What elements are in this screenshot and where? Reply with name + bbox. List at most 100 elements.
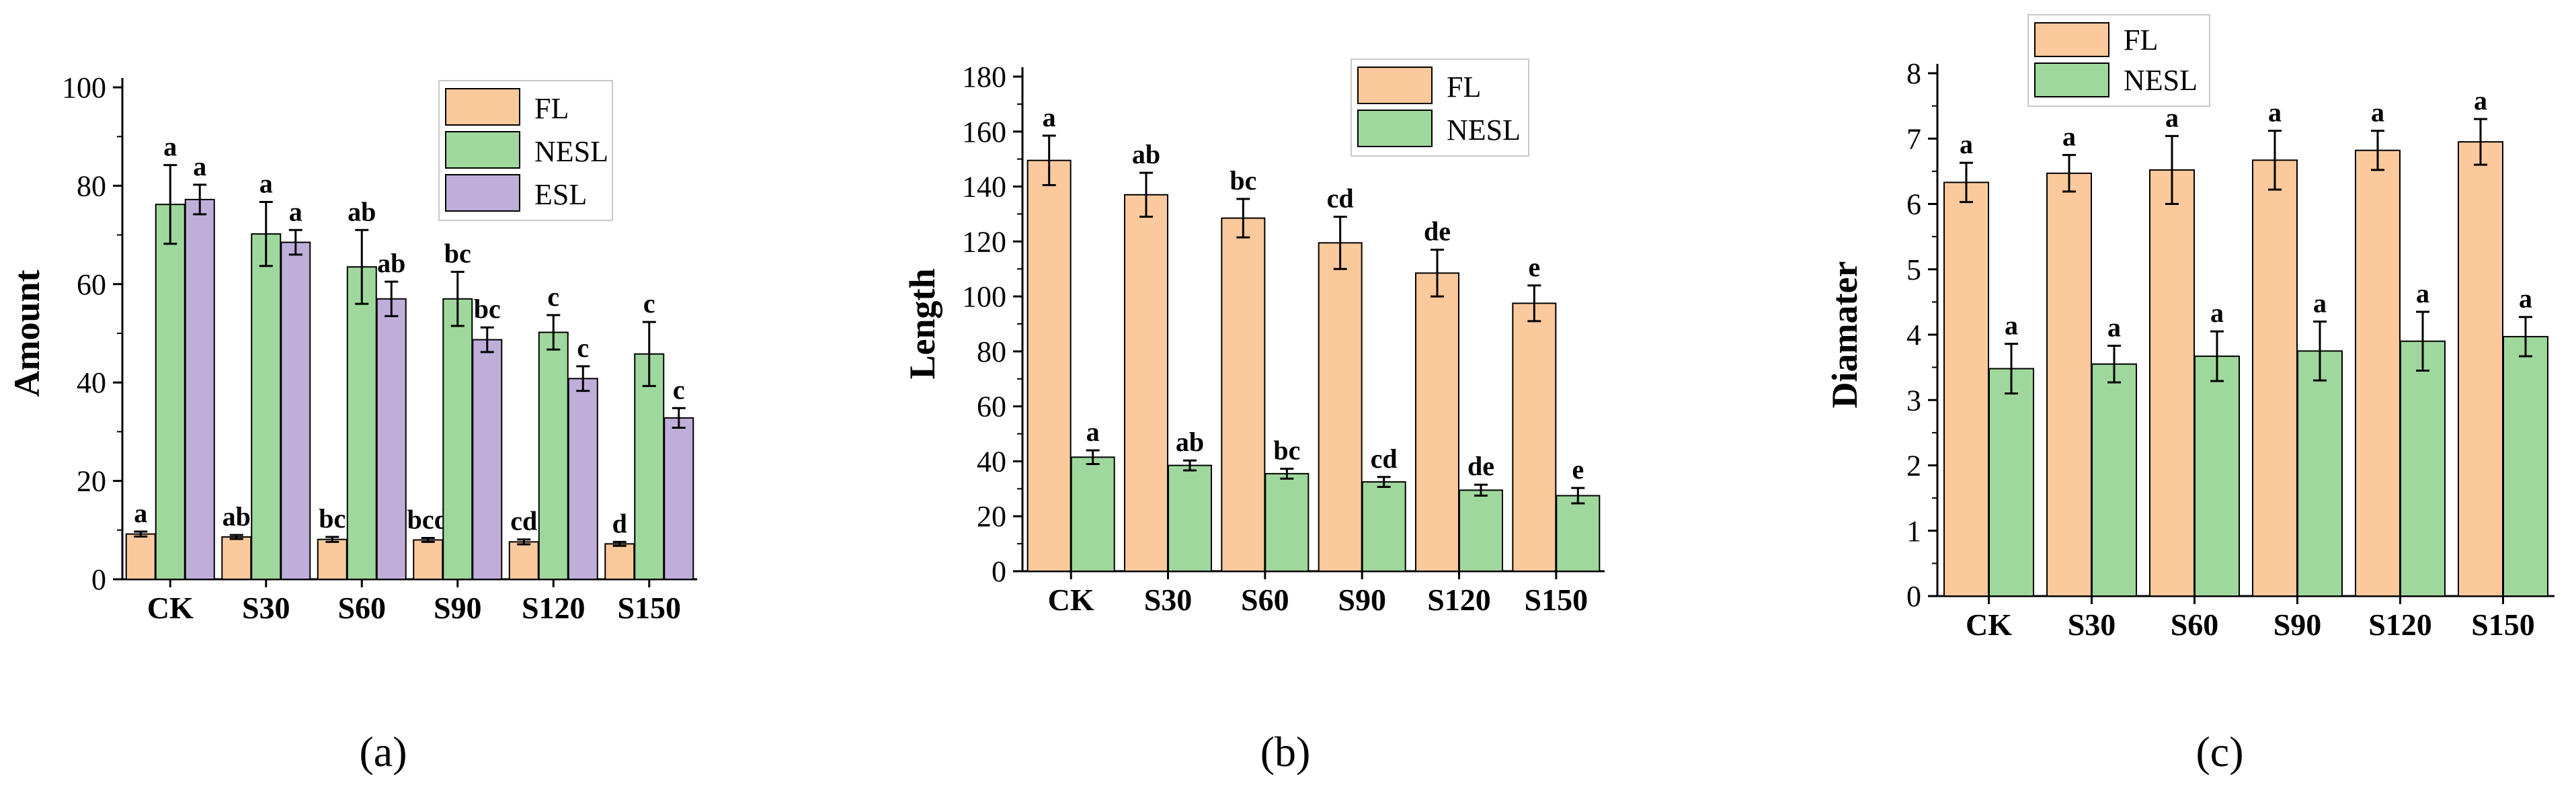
- significance-letter: bcd: [407, 505, 449, 535]
- y-tick-label: 80: [77, 169, 106, 202]
- significance-letter: ab: [1176, 427, 1204, 457]
- y-axis-label: Diamater: [1824, 261, 1865, 409]
- x-tick-label: CK: [147, 591, 194, 625]
- bar-nesl: [1459, 489, 1503, 573]
- chart-panel-2: 0 20 40 60 80 100 120 140 160 180 Length a a CK ab ab S3…: [902, 58, 1605, 776]
- significance-letter: a: [2313, 288, 2327, 319]
- significance-letter: de: [1467, 451, 1494, 481]
- y-tick-label: 4: [1906, 319, 1921, 351]
- significance-letter: a: [2416, 278, 2429, 308]
- bar-nesl: [155, 204, 186, 580]
- bar-nesl: [442, 298, 473, 580]
- panel-label: (a): [359, 728, 407, 776]
- bar-fl: [2458, 141, 2503, 597]
- x-tick-label: S150: [617, 591, 681, 625]
- y-tick-label: 0: [91, 563, 106, 596]
- bar-fl: [413, 539, 444, 581]
- significance-letter: c: [643, 288, 655, 319]
- legend-swatch-nesl: [1357, 110, 1433, 147]
- significance-letter: a: [259, 169, 273, 199]
- legend-label-nesl: NESL: [1447, 114, 1521, 147]
- significance-letter: a: [163, 132, 177, 162]
- x-tick-label: S30: [1144, 583, 1193, 617]
- bar-nesl: [2503, 335, 2548, 597]
- significance-letter: bc: [474, 294, 501, 324]
- significance-letter: a: [2165, 102, 2179, 132]
- bar-nesl: [1264, 472, 1310, 572]
- y-axis-label: Length: [902, 268, 942, 379]
- bar-nesl: [2400, 340, 2446, 597]
- bar-fl: [1943, 181, 1989, 597]
- y-tick-label: 60: [977, 390, 1006, 423]
- chart-panel-3: 0 1 2 3 4 5 6 7 8 Diamater a a CK a a S30 a a S60 a a S90 a a S1…: [1824, 14, 2554, 776]
- significance-letter: cd: [1327, 183, 1354, 214]
- x-tick-label: CK: [1048, 583, 1094, 617]
- significance-letter: a: [1043, 102, 1056, 132]
- bar-esl: [663, 417, 694, 580]
- y-tick-label: 140: [962, 171, 1006, 204]
- x-tick-label: S90: [1338, 583, 1386, 617]
- bar-esl: [472, 339, 503, 580]
- significance-letter: a: [2371, 97, 2384, 128]
- bar-nesl: [538, 331, 569, 580]
- bar-nesl: [251, 233, 282, 580]
- bar-nesl: [634, 353, 665, 581]
- bar-fl: [221, 536, 252, 580]
- significance-letter: a: [1086, 417, 1100, 447]
- x-tick-label: S30: [242, 591, 290, 625]
- significance-letter: a: [2210, 298, 2224, 328]
- bar-fl: [508, 541, 539, 580]
- bar-fl: [317, 538, 348, 581]
- y-tick-label: 5: [1906, 253, 1921, 286]
- significance-letter: a: [2519, 284, 2532, 314]
- significance-letter: ab: [1132, 139, 1160, 169]
- bar-nesl: [1168, 464, 1212, 572]
- bar-fl: [2355, 149, 2401, 597]
- legend-label-fl: FL: [1447, 71, 1481, 103]
- significance-letter: c: [673, 374, 685, 405]
- bar-fl: [1415, 272, 1459, 572]
- legend: FL NESL: [1351, 58, 1529, 157]
- significance-letter: cd: [510, 506, 537, 536]
- significance-letter: bc: [1230, 165, 1256, 196]
- y-tick-label: 40: [977, 445, 1006, 478]
- significance-letter: a: [289, 196, 303, 226]
- x-tick-label: CK: [1966, 608, 2012, 642]
- bar-fl: [1221, 217, 1266, 573]
- bar-esl: [376, 298, 407, 580]
- x-tick-label: S120: [1427, 583, 1491, 617]
- x-tick-label: S60: [337, 591, 386, 625]
- y-tick-label: 160: [962, 116, 1006, 149]
- y-tick-label: 3: [1906, 384, 1921, 417]
- y-tick-label: 40: [77, 366, 106, 399]
- significance-letter: a: [2062, 122, 2076, 152]
- x-tick-label: S90: [434, 591, 482, 625]
- y-tick-label: 2: [1906, 450, 1921, 483]
- x-tick-label: S60: [2171, 608, 2219, 642]
- y-tick-label: 20: [77, 465, 106, 498]
- x-tick-label: S150: [1525, 583, 1588, 617]
- bar-nesl: [1070, 456, 1115, 572]
- x-tick-label: S30: [2068, 608, 2116, 642]
- significance-letter: c: [577, 333, 589, 363]
- bar-fl: [1027, 159, 1072, 572]
- bar-fl: [2252, 159, 2298, 597]
- significance-letter: ab: [377, 248, 405, 278]
- legend-swatch-fl: [1357, 67, 1433, 104]
- y-tick-label: 8: [1906, 57, 1921, 90]
- significance-letter: a: [2005, 310, 2018, 341]
- legend-swatch-fl: [445, 88, 520, 126]
- legend-label-fl: FL: [534, 92, 569, 125]
- bar-nesl: [346, 266, 377, 580]
- bar-esl: [184, 198, 215, 580]
- significance-letter: c: [547, 282, 559, 312]
- significance-letter: a: [2107, 312, 2121, 343]
- y-tick-label: 80: [977, 335, 1006, 368]
- legend: FL NESL ESL: [438, 80, 613, 221]
- significance-letter: a: [2474, 85, 2487, 116]
- y-tick-label: 100: [962, 280, 1006, 313]
- bar-fl: [2149, 169, 2195, 597]
- legend-label-fl: FL: [2124, 24, 2158, 56]
- bar-fl: [604, 543, 635, 581]
- bar-nesl: [2194, 355, 2240, 597]
